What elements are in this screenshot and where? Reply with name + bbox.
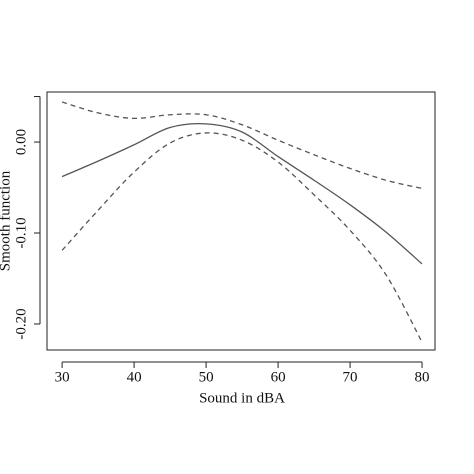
smooth-line [61,122,423,265]
x-tick-label: 60 [271,369,286,385]
x-tick-label: 80 [415,369,430,385]
y-tick-label: -0.20 [13,308,29,339]
x-tick-label: 30 [55,369,70,385]
confidence-band [61,101,423,190]
y-tick-label: -0.10 [13,217,29,248]
confidence-band [61,132,423,343]
x-tick-label: 50 [199,369,214,385]
y-axis-label: Smooth function [0,170,13,271]
y-tick-label: 0.00 [13,129,29,155]
plot-frame [46,91,436,351]
x-axis-label: Sound in dBA [199,390,285,406]
x-tick-label: 40 [127,369,142,385]
x-tick-label: 70 [343,369,358,385]
